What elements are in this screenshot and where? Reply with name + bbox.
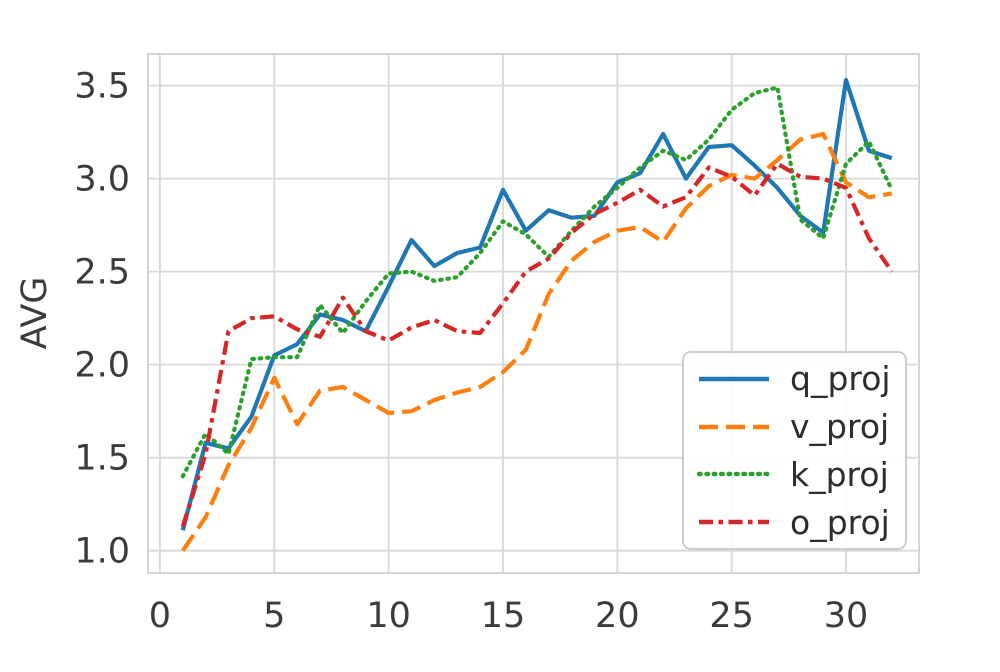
legend: q_proj v_proj k_proj o_proj: [682, 351, 907, 550]
series-line-v_proj: [181, 131, 893, 552]
tick-layer: 0 5 10 15 20 25 30 1.0 1.5 2.0 2.5 3.0 3.5: [74, 67, 868, 636]
series-layer: [180, 77, 894, 552]
x-tick-label: 30: [824, 596, 869, 636]
legend-sample-q_proj: [699, 376, 769, 382]
y-tick-label: 3.0: [74, 160, 130, 200]
legend-item: q_proj: [697, 357, 905, 401]
legend-label: o_proj: [790, 502, 890, 542]
plot-border: [147, 53, 920, 574]
x-tick-label: 15: [481, 596, 526, 636]
y-tick-label: 1.0: [74, 532, 130, 572]
x-tick-label: 20: [595, 596, 640, 636]
legend-label: q_proj: [790, 359, 891, 399]
y-axis-label: AVG: [15, 277, 55, 350]
legend-sample-v_proj: [699, 424, 769, 429]
x-tick-label: 5: [263, 596, 285, 636]
x-tick-label: 25: [709, 596, 754, 636]
x-tick-label: 10: [366, 596, 411, 636]
legend-label: v_proj: [790, 407, 890, 447]
legend-sample-o_proj: [699, 519, 769, 525]
legend-item: o_proj: [697, 500, 905, 544]
y-tick-label: 2.0: [74, 346, 130, 386]
legend-sample-k_proj: [697, 472, 771, 477]
series-line-q_proj: [180, 77, 893, 531]
legend-label: k_proj: [790, 454, 889, 494]
y-tick-label: 1.5: [74, 439, 130, 479]
legend-item: k_proj: [697, 452, 905, 496]
y-tick-label: 2.5: [74, 253, 130, 293]
series-line-o_proj: [180, 161, 894, 528]
x-tick-label: 0: [149, 596, 171, 636]
series-line-k_proj: [180, 85, 894, 479]
legend-item: v_proj: [697, 405, 905, 449]
y-tick-label: 3.5: [74, 67, 130, 107]
